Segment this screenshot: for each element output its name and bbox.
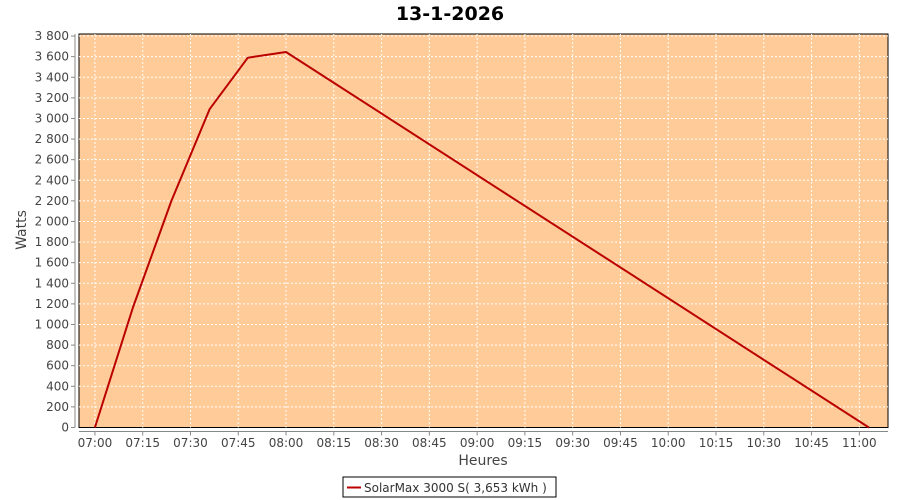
x-tick-label: 08:00 xyxy=(269,436,304,450)
y-tick-label: 3 200 xyxy=(35,91,69,105)
x-tick-label: 10:15 xyxy=(699,436,734,450)
x-tick-label: 09:15 xyxy=(508,436,543,450)
y-tick-label: 1 800 xyxy=(35,235,69,249)
x-tick-label: 08:15 xyxy=(317,436,352,450)
x-tick-label: 10:45 xyxy=(794,436,829,450)
y-tick-label: 1 600 xyxy=(35,256,69,270)
x-tick-label: 11:00 xyxy=(842,436,877,450)
x-tick-label: 08:45 xyxy=(412,436,447,450)
y-tick-label: 2 000 xyxy=(35,214,69,228)
y-axis-label: Watts xyxy=(14,210,30,250)
plot-area xyxy=(78,33,889,428)
y-tick-label: 2 800 xyxy=(35,132,69,146)
y-tick-label: 1 000 xyxy=(35,317,69,331)
y-tick-label: 1 200 xyxy=(35,297,69,311)
legend-box xyxy=(342,476,557,498)
legend-label: SolarMax 3000 S( 3,653 kWh ) xyxy=(364,481,547,495)
y-tick-label: 600 xyxy=(46,359,69,373)
chart-title: 13-1-2026 xyxy=(396,3,504,25)
y-tick-label: 0 xyxy=(61,421,69,435)
y-tick-label: 800 xyxy=(46,338,69,352)
y-tick-label: 2 400 xyxy=(35,173,69,187)
y-tick-label: 2 200 xyxy=(35,194,69,208)
y-tick-label: 400 xyxy=(46,379,69,393)
x-tick-label: 07:15 xyxy=(125,436,160,450)
grid xyxy=(79,34,888,428)
y-tick-label: 3 400 xyxy=(35,70,69,84)
y-tick-label: 2 600 xyxy=(35,153,69,167)
x-tick-label: 08:30 xyxy=(364,436,399,450)
x-tick-label: 09:00 xyxy=(460,436,495,450)
y-tick-label: 1 400 xyxy=(35,276,69,290)
x-tick-label: 07:00 xyxy=(78,436,113,450)
x-tick-label: 09:45 xyxy=(603,436,638,450)
x-axis-label: Heures xyxy=(458,453,507,469)
legend: SolarMax 3000 S( 3,653 kWh ) xyxy=(342,476,557,498)
y-tick-label: 3 000 xyxy=(35,111,69,125)
x-tick-label: 07:45 xyxy=(221,436,256,450)
x-tick-label: 10:30 xyxy=(746,436,781,450)
y-tick-label: 3 800 xyxy=(35,29,69,43)
x-tick-label: 10:00 xyxy=(651,436,686,450)
x-tick-label: 07:30 xyxy=(173,436,208,450)
x-tick-label: 09:30 xyxy=(555,436,590,450)
x-axis: 07:00 07:15 07:30 07:45 08:00 08:15 08:30 08:45… xyxy=(78,431,888,450)
series-group xyxy=(93,51,870,429)
y-tick-label: 3 600 xyxy=(35,50,69,64)
y-tick-label: 200 xyxy=(46,400,69,414)
y-axis: 0 200 400 600 800 1 000 1 200 1 400 1 600 1 800 2 … xyxy=(35,29,76,435)
